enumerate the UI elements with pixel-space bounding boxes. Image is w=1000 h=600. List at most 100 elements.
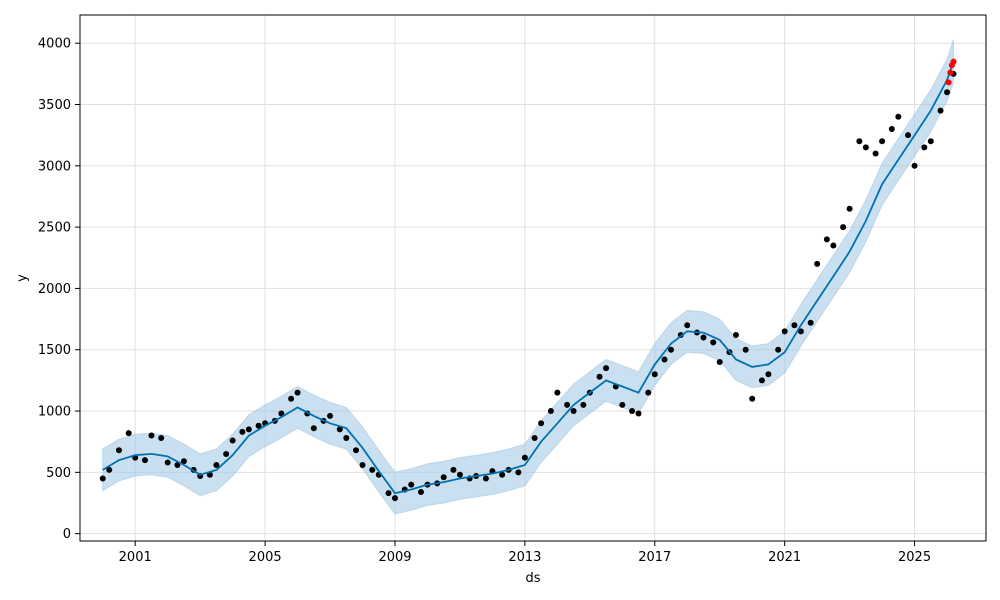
data-point bbox=[716, 358, 723, 365]
data-point bbox=[482, 475, 489, 482]
data-point bbox=[684, 322, 691, 329]
plot-frame bbox=[79, 14, 987, 542]
data-point bbox=[944, 89, 951, 96]
y-tick-label: 2500 bbox=[38, 221, 71, 236]
data-point bbox=[245, 426, 252, 433]
recent-points bbox=[945, 58, 957, 86]
data-point bbox=[148, 432, 155, 439]
data-point bbox=[635, 410, 642, 417]
data-point bbox=[911, 162, 918, 169]
data-point bbox=[174, 461, 181, 468]
data-point bbox=[158, 435, 165, 442]
data-point bbox=[125, 430, 132, 437]
data-point bbox=[164, 459, 171, 466]
data-point bbox=[765, 371, 772, 378]
x-tick-label: 2017 bbox=[638, 550, 671, 565]
x-axis-title: ds bbox=[525, 571, 540, 586]
data-point bbox=[538, 420, 545, 427]
data-point bbox=[775, 346, 782, 353]
x-tick-label: 2025 bbox=[898, 550, 931, 565]
data-point bbox=[927, 138, 934, 145]
x-tick-label: 2009 bbox=[378, 550, 411, 565]
y-tick-label: 3500 bbox=[38, 98, 71, 113]
data-point bbox=[758, 377, 765, 384]
data-point bbox=[710, 339, 717, 346]
data-point bbox=[141, 457, 148, 464]
x-tick-label: 2013 bbox=[508, 550, 541, 565]
data-point bbox=[619, 401, 626, 408]
data-point bbox=[417, 488, 424, 495]
data-point bbox=[288, 395, 295, 402]
data-point bbox=[781, 328, 788, 335]
data-point bbox=[862, 144, 869, 151]
x-axis-ticks: 2001 2005 2009 2013 2017 2021 2025 bbox=[119, 541, 931, 565]
x-tick-label: 2021 bbox=[768, 550, 801, 565]
y-tick-label: 0 bbox=[63, 527, 71, 542]
data-point bbox=[749, 395, 756, 402]
data-point bbox=[353, 447, 360, 454]
data-point bbox=[255, 422, 262, 429]
data-point bbox=[596, 373, 603, 380]
data-point bbox=[879, 138, 886, 145]
data-point bbox=[278, 410, 285, 417]
data-point bbox=[895, 113, 902, 120]
data-point bbox=[343, 435, 350, 442]
y-tick-label: 1000 bbox=[38, 405, 71, 420]
data-point bbox=[391, 495, 398, 502]
y-axis-title: y bbox=[15, 274, 30, 282]
data-point bbox=[239, 428, 246, 435]
data-point bbox=[603, 365, 610, 372]
data-point bbox=[937, 107, 944, 114]
data-point bbox=[846, 205, 853, 212]
data-point bbox=[668, 346, 675, 353]
data-point bbox=[547, 408, 554, 415]
data-point bbox=[807, 319, 814, 326]
data-point bbox=[580, 401, 587, 408]
data-point bbox=[106, 466, 113, 473]
recent-data-point bbox=[950, 58, 957, 65]
data-point bbox=[564, 401, 571, 408]
x-tick-label: 2005 bbox=[249, 550, 282, 565]
data-point bbox=[206, 471, 213, 478]
data-point bbox=[791, 322, 798, 329]
data-point bbox=[872, 150, 879, 157]
data-point bbox=[888, 126, 895, 133]
data-point bbox=[440, 474, 447, 481]
trend-line bbox=[102, 61, 955, 495]
data-point bbox=[294, 389, 301, 396]
data-point bbox=[99, 475, 106, 482]
data-point bbox=[797, 328, 804, 335]
data-point bbox=[742, 346, 749, 353]
data-point bbox=[531, 435, 538, 442]
data-point bbox=[515, 469, 522, 476]
recent-data-point bbox=[947, 69, 954, 76]
data-point bbox=[651, 371, 658, 378]
data-point bbox=[921, 144, 928, 151]
y-tick-label: 3000 bbox=[38, 159, 71, 174]
data-point bbox=[327, 412, 334, 419]
data-point bbox=[700, 334, 707, 341]
data-point bbox=[570, 408, 577, 415]
data-point bbox=[629, 408, 636, 415]
data-point bbox=[336, 426, 343, 433]
data-point bbox=[213, 461, 220, 468]
data-point bbox=[645, 389, 652, 396]
data-point bbox=[229, 437, 236, 444]
data-point bbox=[385, 490, 392, 497]
data-point bbox=[359, 461, 366, 468]
data-point bbox=[408, 481, 415, 488]
recent-data-point bbox=[945, 79, 952, 86]
data-point bbox=[732, 332, 739, 339]
data-point bbox=[310, 425, 317, 432]
data-point bbox=[554, 389, 561, 396]
data-point bbox=[499, 471, 506, 478]
data-point bbox=[223, 450, 230, 457]
data-point bbox=[456, 471, 463, 478]
data-point bbox=[450, 466, 457, 473]
grid bbox=[80, 15, 986, 541]
y-axis-ticks: 0 500 1000 1500 2000 2500 3000 3500 4000 bbox=[38, 37, 80, 542]
data-point bbox=[840, 224, 847, 231]
y-tick-label: 2000 bbox=[38, 282, 71, 297]
data-point bbox=[521, 454, 528, 461]
